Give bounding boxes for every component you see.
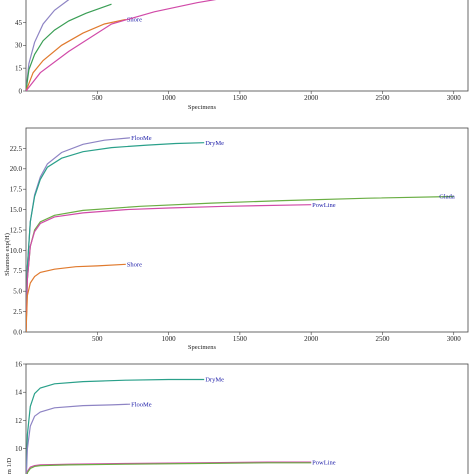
y-tick-label: 2.5: [13, 308, 22, 316]
series-line-unlabeled-4: [26, 0, 217, 91]
x-tick-label: 1000: [162, 94, 177, 102]
series-line-unlabeled-1: [26, 0, 70, 91]
plot-frame: [25, 127, 469, 333]
series-line-unlabeled-2: [26, 3, 112, 91]
x-tick-label: 2000: [304, 335, 319, 343]
series-label-dryme: DryMe: [205, 377, 224, 384]
series-label-dryme: DryMe: [205, 140, 224, 147]
y-tick-label: 0: [19, 87, 23, 95]
series-label-glada: Glada: [439, 194, 455, 201]
x-tick-label: 2000: [304, 94, 319, 102]
series-line-powline: [26, 461, 312, 474]
y-tick-label: 16: [15, 360, 23, 368]
y-axis-title: Shannon exp(H): [4, 233, 11, 276]
y-tick-label: 17.5: [10, 186, 23, 194]
x-tick-label: 500: [92, 335, 103, 343]
y-tick-label: 30: [15, 42, 23, 50]
x-axis-title: Specimens: [188, 104, 217, 111]
series-line-shore: [26, 263, 126, 332]
series-label-floome: FlooMe: [131, 135, 152, 142]
y-tick-label: 22.5: [10, 145, 23, 153]
series-label-powline: PowLine: [312, 459, 336, 466]
x-tick-label: 3000: [447, 94, 462, 102]
y-tick-label: 5.0: [13, 288, 22, 296]
plot-frame: [25, 0, 469, 92]
series-label-floome: FlooMe: [131, 401, 152, 408]
x-tick-label: 1500: [233, 94, 248, 102]
series-label-powline: PowLine: [312, 202, 336, 209]
y-tick-label: 45: [15, 19, 23, 27]
series-line-unlabeled-4: [26, 462, 312, 474]
x-tick-label: 1500: [233, 335, 248, 343]
series-line-glada: [26, 195, 454, 332]
y-tick-label: 14: [15, 389, 23, 397]
y-tick-label: 20.0: [10, 165, 23, 173]
series-label-shore: Shore: [127, 261, 142, 268]
y-tick-label: 12.5: [10, 226, 23, 234]
series-line-floome: [26, 403, 131, 474]
x-tick-label: 2500: [375, 335, 390, 343]
chart-panel-3: 10 12 14 16 m 1/D DryMe FlooMe PowLine: [6, 360, 469, 474]
series-label-shore: Shore: [127, 17, 142, 24]
series-line-floome: [26, 137, 131, 332]
y-tick-label: 12: [15, 417, 23, 425]
y-tick-label: 0.0: [13, 328, 22, 336]
y-tick-label: 7.5: [13, 267, 22, 275]
series-line-dryme: [26, 378, 205, 474]
plot-frame: [25, 363, 469, 474]
chart-panel-2: 0.0 2.5 5.0 7.5 10.0 12.5 15.0 17.5 20.0 22.5 500 1…: [4, 127, 469, 351]
x-tick-label: 1000: [162, 335, 177, 343]
series-line-dryme: [26, 142, 205, 332]
series-line-shore: [26, 18, 126, 91]
x-tick-label: 2500: [375, 94, 390, 102]
x-axis-title: Specimens: [188, 344, 217, 351]
y-tick-label: 15.0: [10, 206, 23, 214]
y-axis-title: m 1/D: [6, 457, 13, 474]
chart-panel-1: 0 15 30 45 500 1000 1500 2000 2500 3000 Specimens S…: [15, 0, 469, 111]
y-tick-label: 10: [15, 445, 23, 453]
x-tick-label: 3000: [447, 335, 462, 343]
y-tick-label: 10.0: [10, 247, 23, 255]
x-tick-label: 500: [92, 94, 103, 102]
series-line-powline: [26, 204, 312, 332]
y-tick-label: 15: [15, 65, 23, 73]
